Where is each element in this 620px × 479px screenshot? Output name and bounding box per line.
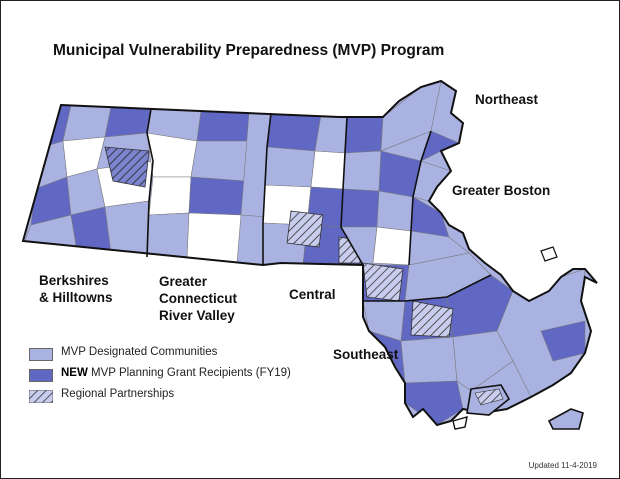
legend-grant-new: NEW (61, 367, 88, 379)
map-title: Municipal Vulnerability Preparedness (MV… (53, 42, 445, 59)
islands (452, 246, 584, 430)
region-northeast-text: Northeast (475, 92, 539, 107)
region-boundaries (21, 79, 598, 427)
town-mosaic (23, 81, 592, 425)
legend-swatch-partnerships (29, 390, 53, 403)
region-label-northeast: Northeast (475, 91, 538, 108)
legend-swatch-designated (29, 348, 53, 361)
legend-label-partnerships: Regional Partnerships (61, 388, 175, 400)
region-label-southeast: Southeast (333, 346, 398, 363)
region-ct-line1: Greater (159, 274, 208, 289)
region-berkshires-line2: & Hilltowns (39, 290, 113, 305)
region-label-central: Central (289, 286, 336, 303)
legend-label-grant: NEW MVP Planning Grant Recipients (FY19) (61, 367, 291, 379)
legend-label-designated: MVP Designated Communities (61, 346, 218, 358)
legend-swatch-grant (29, 369, 53, 382)
region-label-greater-boston: Greater Boston (452, 182, 550, 199)
region-greater-boston-text: Greater Boston (452, 183, 551, 198)
region-berkshires-line1: Berkshires (39, 273, 109, 288)
region-label-berkshires: Berkshires & Hilltowns (39, 272, 113, 306)
region-central-text: Central (289, 287, 336, 302)
updated-date: Updated 11-4-2019 (528, 461, 597, 470)
region-southeast-text: Southeast (333, 347, 399, 362)
legend-grant-rest: MVP Planning Grant Recipients (FY19) (87, 367, 291, 379)
region-label-connecticut-river: Greater Connecticut River Valley (159, 273, 237, 324)
region-ct-line2: Connecticut (159, 291, 238, 306)
region-ct-line3: River Valley (159, 308, 235, 323)
